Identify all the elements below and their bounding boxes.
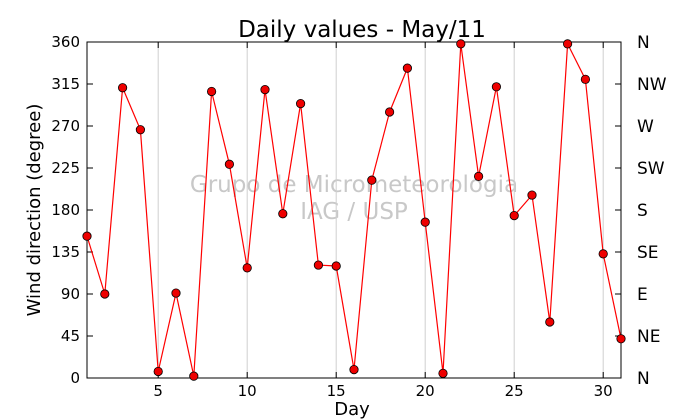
grid-lines <box>157 42 604 378</box>
data-point <box>456 39 466 49</box>
y-tick-label: 225 <box>51 159 80 177</box>
y-tick-label: 270 <box>51 117 80 135</box>
x-tick-label: 20 <box>416 382 435 400</box>
data-point <box>189 371 199 381</box>
x-tick-label: 25 <box>505 382 524 400</box>
x-tick-labels: 5 10 15 20 25 30 <box>153 382 612 400</box>
y-tick-label: 135 <box>51 243 80 261</box>
data-point <box>82 231 92 241</box>
data-point <box>118 83 128 93</box>
y-tick-label: 90 <box>61 285 80 303</box>
data-point <box>598 249 608 259</box>
compass-label: SE <box>637 243 659 263</box>
data-point <box>580 74 591 84</box>
y-tick-labels: 0 45 90 135 180 225 270 315 360 <box>51 33 80 387</box>
watermark-line-2: IAG / USP <box>300 199 408 225</box>
data-point <box>367 175 377 185</box>
chart-title: Daily values - May/11 <box>238 17 486 43</box>
compass-labels: N NE E SE S SW W NW N <box>637 33 667 389</box>
data-point <box>313 260 323 270</box>
data-point <box>616 334 626 344</box>
compass-label: S <box>637 201 648 221</box>
y-tick-label: 315 <box>51 75 80 93</box>
data-point <box>295 99 306 109</box>
data-point <box>242 263 252 273</box>
data-point <box>278 209 288 219</box>
watermark-line-1: Grupo de Micrometeorologia <box>190 172 518 198</box>
y-tick-label: 0 <box>70 369 80 387</box>
data-point <box>384 107 395 117</box>
data-point <box>509 211 519 221</box>
compass-label: W <box>637 117 654 137</box>
plot-frame <box>86 41 622 379</box>
data-point <box>153 366 163 377</box>
x-tick-label: 10 <box>238 382 257 400</box>
x-tick-label: 5 <box>153 382 163 400</box>
data-point <box>438 368 448 378</box>
data-point <box>100 289 110 299</box>
data-point <box>260 85 270 95</box>
compass-label: N <box>637 369 650 389</box>
data-point <box>527 190 537 200</box>
x-tick-label: 15 <box>327 382 346 400</box>
data-point <box>207 86 217 97</box>
compass-label: SW <box>637 159 665 179</box>
series-markers <box>82 39 626 381</box>
data-point <box>349 364 359 375</box>
y-axis-title: Wind direction (degree) <box>24 104 45 317</box>
data-point <box>562 39 573 49</box>
compass-label: N <box>637 33 650 53</box>
data-point <box>171 288 181 298</box>
y-tick-label: 360 <box>51 33 80 51</box>
x-axis-title: Day <box>334 399 370 420</box>
data-point <box>135 125 145 135</box>
x-tick-label: 30 <box>594 382 613 400</box>
data-point <box>545 317 555 327</box>
data-point <box>331 261 341 271</box>
compass-label: E <box>637 285 648 305</box>
data-point <box>402 63 412 73</box>
y-tick-label: 180 <box>51 201 80 219</box>
axis-ticks <box>87 41 621 379</box>
data-point <box>491 82 501 92</box>
compass-label: NE <box>637 327 660 347</box>
y-tick-label: 45 <box>61 327 80 345</box>
data-point <box>420 217 430 227</box>
compass-label: NW <box>637 75 667 95</box>
data-point <box>473 171 484 181</box>
data-point <box>224 159 234 169</box>
